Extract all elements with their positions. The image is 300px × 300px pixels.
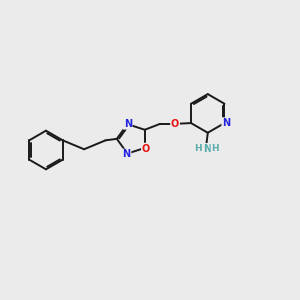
Text: N: N <box>124 119 132 129</box>
Text: N: N <box>203 144 211 154</box>
Text: N: N <box>122 149 130 159</box>
Text: O: O <box>171 119 179 129</box>
Text: O: O <box>142 143 150 154</box>
Text: H: H <box>194 144 202 153</box>
Text: H: H <box>212 144 219 153</box>
Text: N: N <box>222 118 230 128</box>
